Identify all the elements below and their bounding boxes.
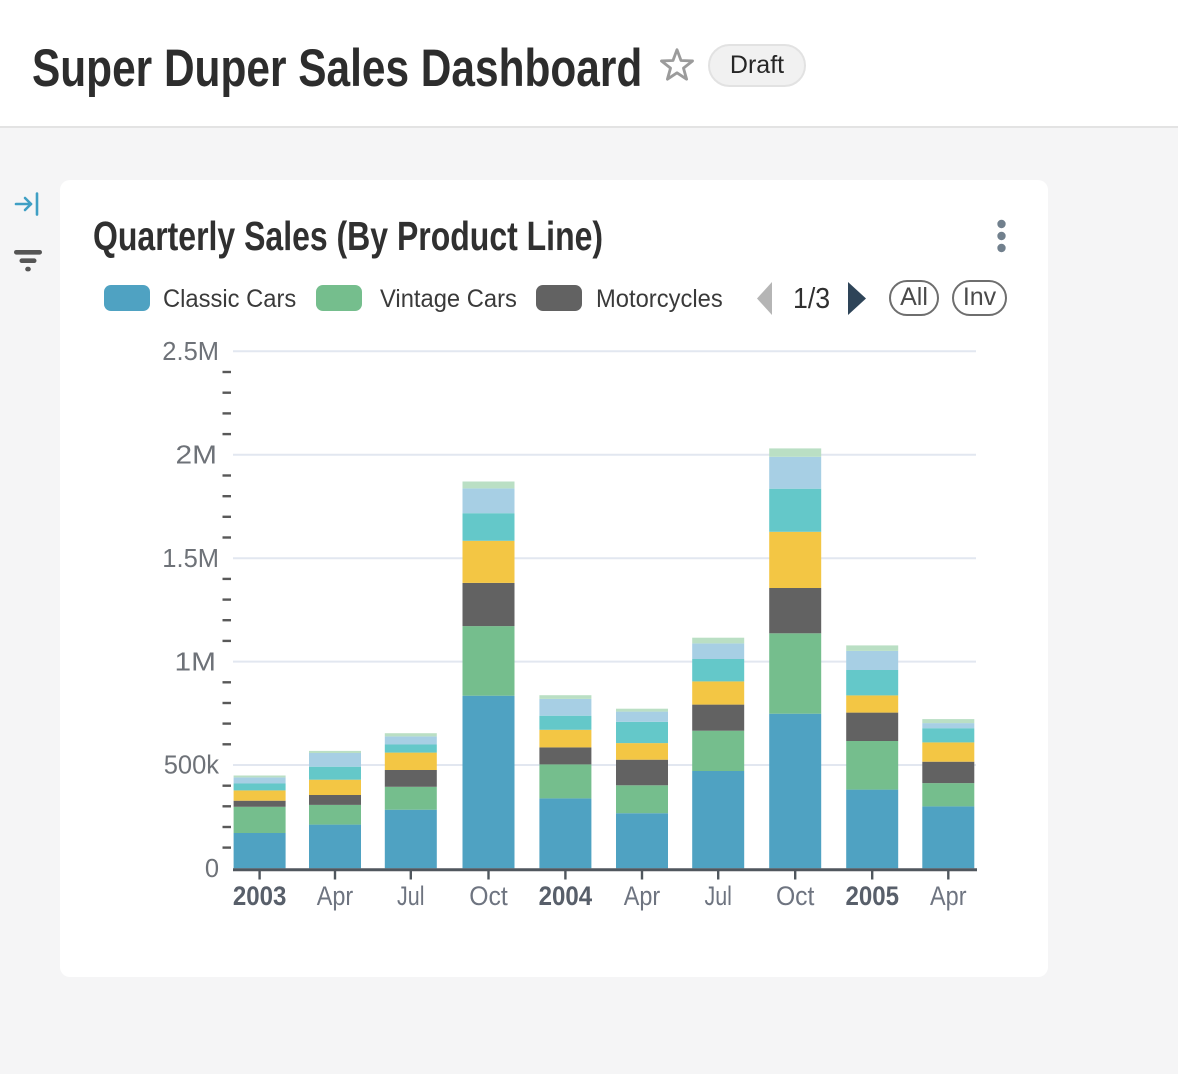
svg-text:Apr: Apr [317, 881, 354, 911]
svg-text:Apr: Apr [930, 881, 967, 911]
svg-text:Jul: Jul [704, 881, 732, 911]
svg-text:2M: 2M [176, 441, 217, 469]
svg-text:Oct: Oct [469, 881, 508, 911]
svg-text:2.5M: 2.5M [162, 338, 219, 366]
svg-text:2003: 2003 [233, 881, 287, 911]
svg-text:0: 0 [205, 855, 219, 883]
svg-text:1M: 1M [175, 647, 216, 675]
svg-text:Apr: Apr [624, 881, 661, 911]
svg-text:Oct: Oct [776, 881, 815, 911]
svg-text:500k: 500k [164, 752, 220, 780]
svg-text:Jul: Jul [397, 881, 425, 911]
svg-text:1.5M: 1.5M [162, 545, 219, 573]
svg-text:2004: 2004 [539, 881, 593, 911]
svg-text:2005: 2005 [845, 881, 899, 911]
